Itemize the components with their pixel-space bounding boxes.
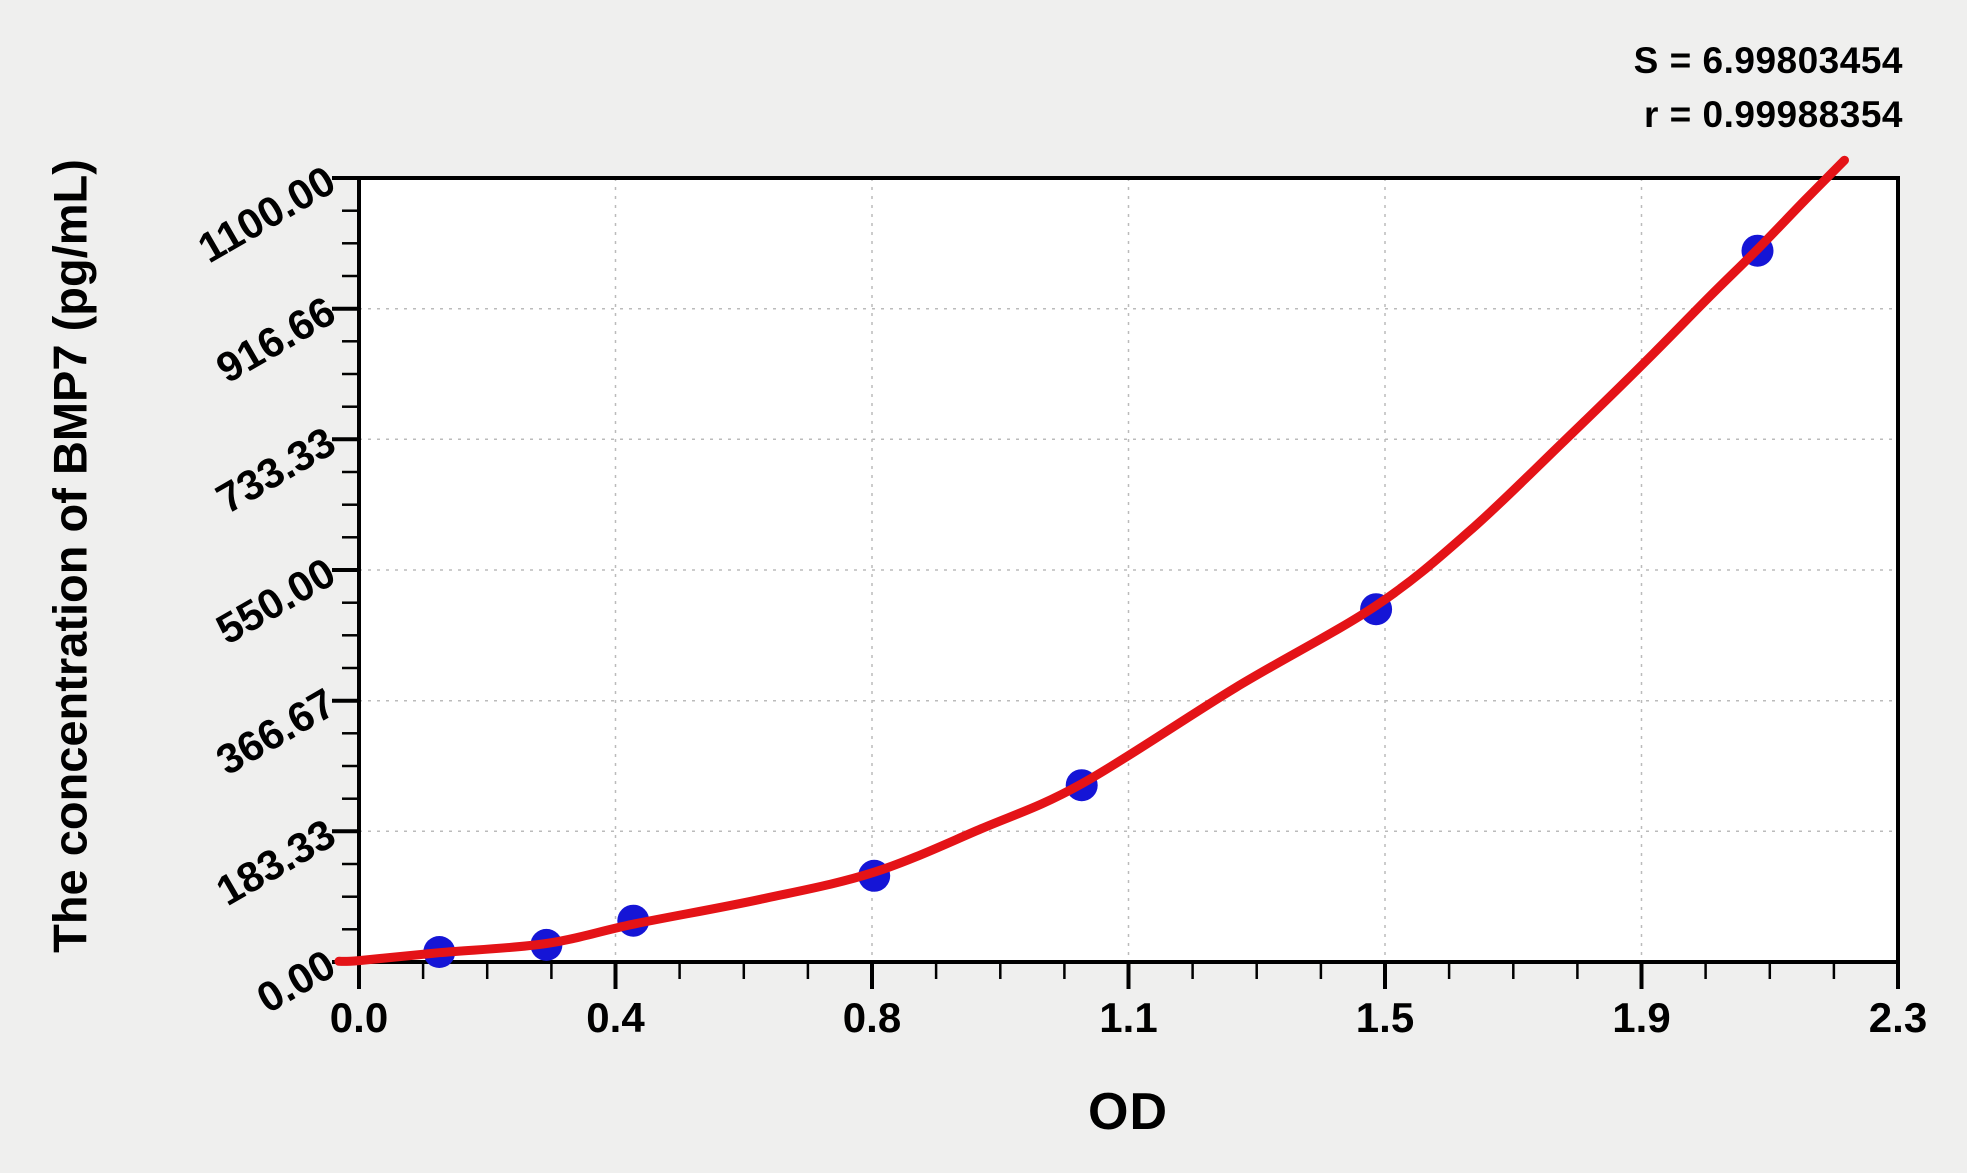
fit-statistics: S = 6.99803454 r = 0.99988354 xyxy=(1634,34,1903,141)
x-tick-label: 1.9 xyxy=(1612,994,1670,1041)
y-tick-label: 183.33 xyxy=(208,810,343,915)
fitted-curve xyxy=(334,155,1849,966)
x-tick-label: 0.0 xyxy=(330,994,388,1041)
slope-stat: S = 6.99803454 xyxy=(1633,40,1903,81)
y-tick-label: 366.67 xyxy=(208,679,343,784)
x-tick-label: 1.1 xyxy=(1099,994,1157,1041)
plot-frame xyxy=(357,176,1900,964)
y-tick-label: 550.00 xyxy=(208,548,343,653)
x-tick-label: 0.8 xyxy=(843,994,901,1041)
correlation-stat: r = 0.99988354 xyxy=(1643,93,1903,135)
plot-background xyxy=(359,178,1898,962)
x-tick-label: 1.5 xyxy=(1356,994,1414,1041)
x-axis-title: OD xyxy=(1088,1083,1168,1141)
y-tick-label: 916.66 xyxy=(208,287,343,392)
x-tick-label: 0.4 xyxy=(586,994,645,1041)
y-tick-label: 733.33 xyxy=(208,418,343,523)
y-tick-label: 1100.00 xyxy=(190,156,343,271)
x-tick-label: 2.3 xyxy=(1869,994,1927,1041)
